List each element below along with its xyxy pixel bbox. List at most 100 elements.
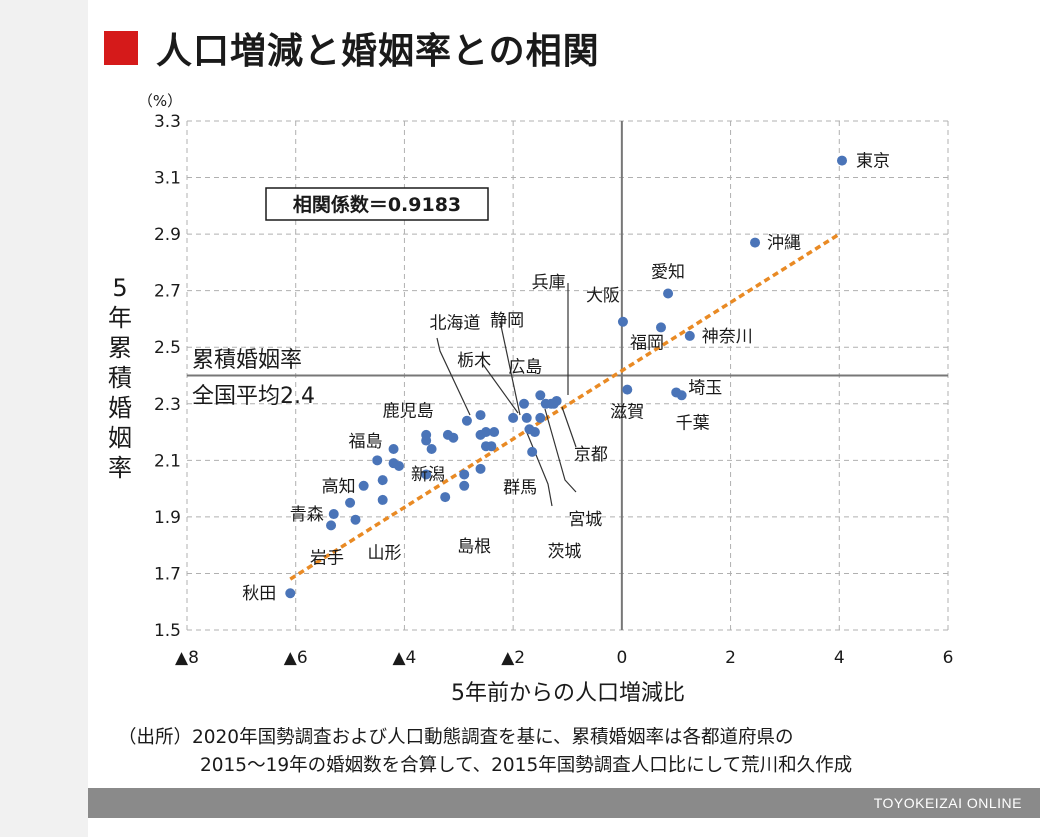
point-label-福岡: 福岡 [630, 333, 664, 353]
y-tick-label: 1.5 [154, 621, 181, 641]
x-axis-title: 5年前からの人口増減比 [451, 681, 685, 706]
x-tick-label: ▲8 [175, 648, 199, 668]
x-tick-label: ▲6 [284, 648, 308, 668]
data-point-岩手 [326, 520, 337, 531]
data-point-島根 [440, 492, 451, 503]
point-label-群馬: 群馬 [503, 478, 537, 498]
data-point-福岡 [655, 322, 666, 333]
data-point-鹿児島 [421, 435, 432, 446]
correlation-box [265, 187, 489, 221]
point-label-島根: 島根 [457, 537, 491, 557]
x-tick-label: ▲2 [501, 648, 525, 668]
point-label-沖縄: 沖縄 [767, 234, 801, 254]
point-label-広島: 広島 [508, 357, 542, 377]
y-unit-label: （%） [138, 92, 182, 110]
data-point-神奈川 [684, 330, 695, 341]
data-point [421, 469, 432, 480]
data-point [519, 398, 530, 409]
data-point [475, 429, 486, 440]
left-margin-strip [0, 0, 88, 837]
trend-line-group [289, 232, 841, 581]
footer-bar: TOYOKEIZAI ONLINE [88, 788, 1040, 818]
y-tick-label: 1.9 [154, 508, 181, 528]
x-tick-label: 2 [725, 648, 736, 668]
point-label-岩手: 岩手 [310, 548, 344, 568]
leader-栃木 [481, 362, 519, 414]
y-tick-label: 2.9 [154, 225, 181, 245]
x-tick-label: 4 [834, 648, 845, 668]
data-point [521, 412, 532, 423]
point-label-宮城: 宮城 [568, 510, 602, 530]
point-label-鹿児島: 鹿児島 [383, 402, 434, 422]
data-point [459, 480, 470, 491]
data-point-広島 [535, 390, 546, 401]
y-tick-label: 1.7 [154, 564, 181, 584]
data-point-静岡 [508, 412, 519, 423]
data-point-大阪 [617, 316, 628, 327]
data-point-新潟 [393, 460, 404, 471]
leader-lines [436, 283, 577, 507]
point-label-京都: 京都 [574, 445, 608, 465]
point-label-東京: 東京 [856, 152, 890, 172]
data-point-東京 [837, 155, 848, 166]
data-point-京都 [548, 398, 559, 409]
point-label-北海道: 北海道 [429, 314, 480, 334]
source-line-2: 2015～19年の婚姻数を合算して、2015年国勢調査人口比にして荒川和久作成 [200, 755, 853, 776]
data-point-秋田 [285, 588, 296, 599]
leader-静岡 [499, 320, 521, 416]
point-label-千葉: 千葉 [676, 413, 710, 433]
point-label-滋賀: 滋賀 [610, 403, 644, 423]
data-point [377, 494, 388, 505]
data-point [480, 441, 491, 452]
data-point-福島 [388, 444, 399, 455]
average-label-line-1: 累積婚姻率 [192, 348, 302, 373]
data-point [442, 429, 453, 440]
y-axis-title-char: 姻 [108, 424, 132, 452]
page-title: 人口増減と婚姻率との相関 [156, 31, 600, 72]
point-label-青森: 青森 [290, 505, 324, 525]
data-point-滋賀 [622, 384, 633, 395]
point-label-新潟: 新潟 [411, 465, 445, 485]
y-axis-title-char: 婚 [108, 394, 132, 422]
point-label-栃木: 栃木 [457, 351, 491, 371]
y-tick-label: 2.7 [154, 282, 181, 302]
data-point-青森 [328, 509, 339, 520]
data-point [372, 455, 383, 466]
source-note: （出所）2020年国勢調査および人口動態調査を基に、累積婚姻率は各都道府県の 2… [118, 724, 852, 780]
y-tick-label: 2.3 [154, 395, 181, 415]
data-point-千葉 [676, 390, 687, 401]
average-label-line-2: 全国平均2.4 [192, 384, 315, 409]
point-label-茨城: 茨城 [547, 542, 581, 562]
point-label-神奈川: 神奈川 [702, 327, 753, 347]
y-axis-title-char: 5 [112, 274, 127, 302]
point-label-静岡: 静岡 [490, 311, 524, 331]
point-label-福島: 福島 [349, 432, 383, 452]
x-tick-label: 6 [943, 648, 954, 668]
point-label-愛知: 愛知 [651, 262, 685, 282]
point-label-山形: 山形 [368, 544, 402, 564]
axis-tick-labels: 1.5 1.7 1.9 2.1 2.3 2.5 2.7 2.9 3.1 3.3 ▲8 ▲6 ▲4 ▲2 0 2… [108, 92, 953, 706]
point-label-秋田: 秋田 [242, 584, 276, 604]
data-point [345, 497, 356, 508]
data-point [475, 410, 486, 421]
y-axis-title-char: 年 [108, 304, 132, 332]
data-point-沖縄 [750, 237, 761, 248]
data-point-高知 [358, 480, 369, 491]
data-point [459, 469, 470, 480]
leader-北海道 [436, 337, 471, 416]
x-tick-label: ▲4 [392, 648, 416, 668]
title-marker [104, 31, 138, 65]
correlation-text: 相関係数＝0.9183 [293, 193, 461, 216]
data-point-北海道 [461, 415, 472, 426]
data-point-愛知 [663, 288, 674, 299]
data-point-栃木 [489, 427, 500, 438]
footer-credit: TOYOKEIZAI ONLINE [873, 795, 1022, 811]
data-point [475, 463, 486, 474]
y-tick-label: 2.1 [154, 451, 181, 471]
trend-line [289, 232, 841, 581]
leader-宮城 [544, 408, 577, 493]
data-points [285, 155, 848, 599]
data-point-群馬 [527, 446, 538, 457]
